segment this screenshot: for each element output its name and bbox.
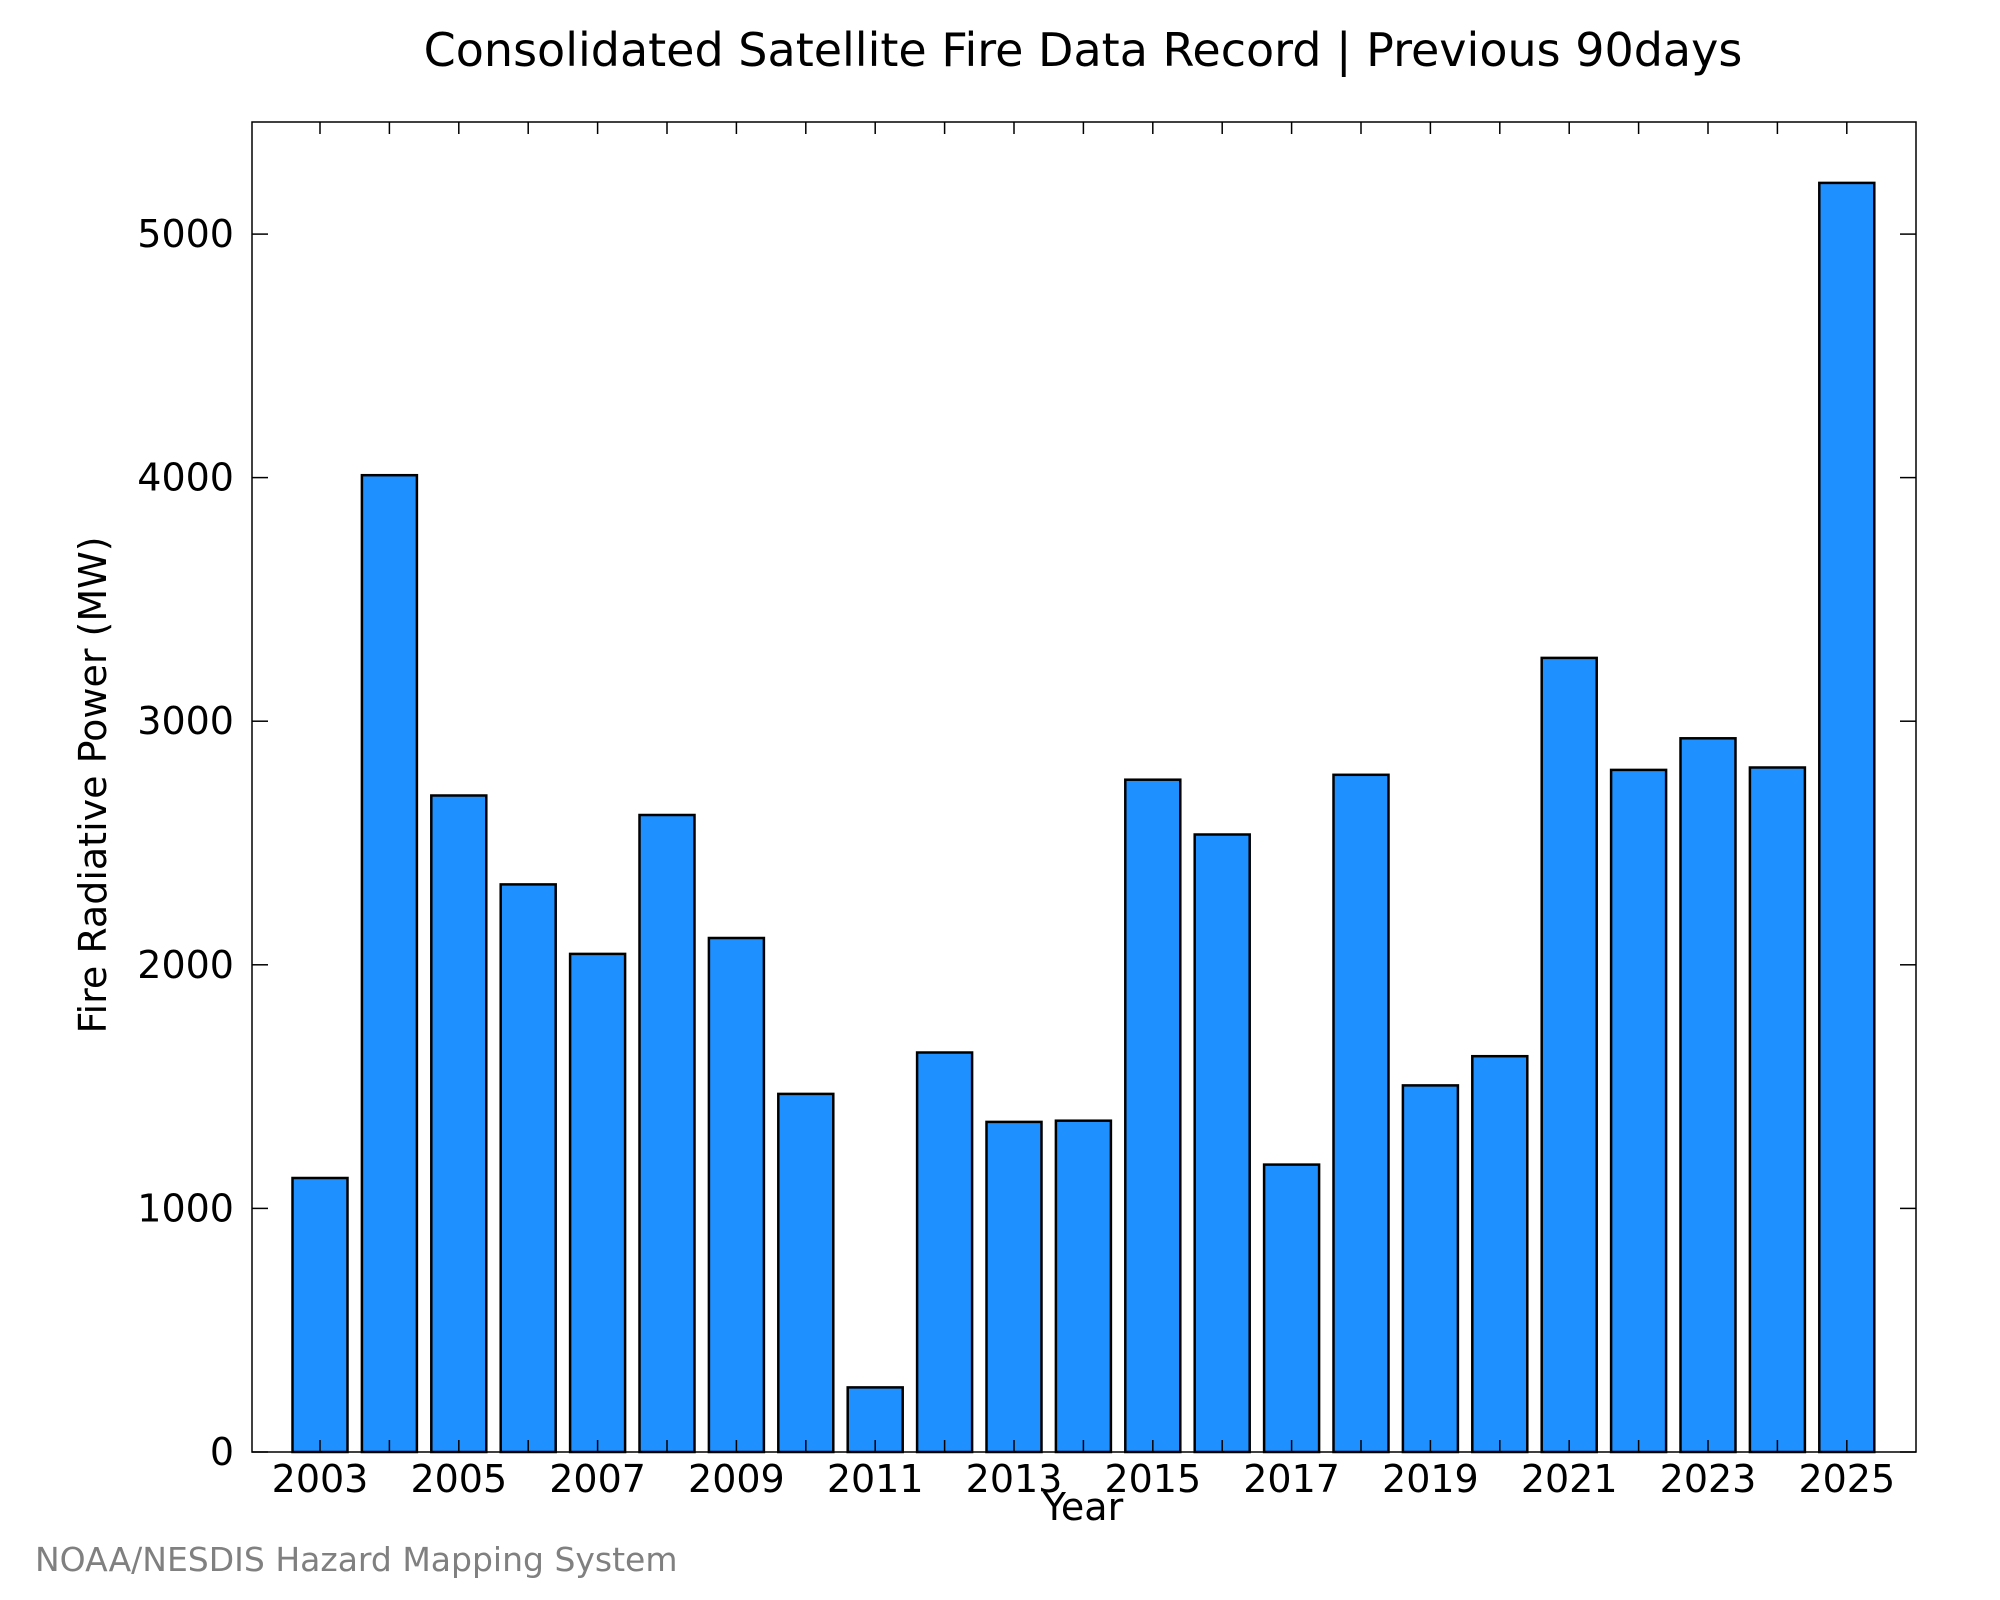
bar-2022 (1609, 768, 1668, 1454)
bar-2004 (360, 473, 419, 1454)
x-tick-labels: 2003 2005 2007 2009 2011 2013 2015 2017 2019 2021… (272, 1457, 1896, 1501)
bar-2005 (430, 794, 488, 1454)
y-tick-label-5000: 5000 (137, 212, 234, 256)
bar-2012 (915, 1051, 974, 1454)
x-tick-label-2025: 2025 (1798, 1457, 1895, 1501)
bar-series (291, 181, 1876, 1454)
bar-2023 (1679, 737, 1737, 1454)
x-tick-label-2009: 2009 (688, 1457, 785, 1501)
y-tick-label-4000: 4000 (137, 456, 234, 500)
bar-2015 (1124, 778, 1182, 1454)
x-tick-label-2005: 2005 (410, 1457, 507, 1501)
bar-2013 (985, 1120, 1043, 1454)
bar-2008 (638, 813, 696, 1454)
x-tick-label-2021: 2021 (1521, 1457, 1618, 1501)
bar-2021 (1540, 656, 1598, 1454)
bar-2019 (1401, 1084, 1460, 1454)
bar-2006 (499, 883, 557, 1454)
bar-2010 (777, 1092, 835, 1454)
y-axis-label: Fire Radiative Power (MW) (71, 536, 115, 1033)
x-tick-label-2015: 2015 (1104, 1457, 1201, 1501)
bar-2025 (1818, 181, 1876, 1454)
x-tick-label-2017: 2017 (1243, 1457, 1340, 1501)
x-tick-label-2011: 2011 (827, 1457, 924, 1501)
credit-text: NOAA/NESDIS Hazard Mapping System (35, 1540, 678, 1579)
x-tick-label-2003: 2003 (272, 1457, 369, 1501)
x-axis-label: Year (1042, 1485, 1124, 1529)
bar-2003 (291, 1176, 349, 1454)
bar-2009 (707, 936, 766, 1454)
y-tick-labels: 0 1000 2000 3000 4000 5000 (137, 212, 234, 1474)
x-tick-label-2007: 2007 (549, 1457, 646, 1501)
bar-2020 (1471, 1054, 1529, 1454)
y-tick-label-3000: 3000 (137, 699, 234, 743)
y-tick-label-1000: 1000 (137, 1186, 234, 1230)
bar-2024 (1748, 766, 1807, 1454)
x-tick-label-2013: 2013 (966, 1457, 1063, 1501)
bar-2018 (1332, 773, 1390, 1454)
y-tick-label-2000: 2000 (137, 943, 234, 987)
bar-2014 (1054, 1119, 1113, 1454)
chart-title: Consolidated Satellite Fire Data Record … (424, 23, 1743, 78)
x-tick-label-2023: 2023 (1660, 1457, 1757, 1501)
y-tick-label-0: 0 (210, 1430, 234, 1474)
bar-2017 (1262, 1163, 1321, 1454)
axis-ticks (252, 122, 1916, 1453)
x-tick-label-2019: 2019 (1382, 1457, 1479, 1501)
bar-2007 (568, 952, 627, 1454)
bar-2016 (1193, 833, 1251, 1454)
